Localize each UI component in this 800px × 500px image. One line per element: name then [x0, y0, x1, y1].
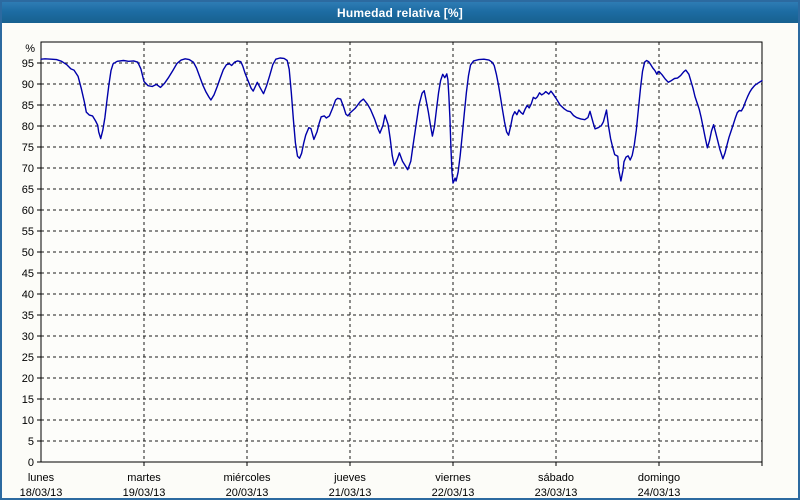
y-tick-label: 65	[22, 184, 34, 196]
y-tick-label: 45	[22, 268, 34, 280]
x-day-name-label: viernes	[435, 472, 471, 484]
x-day-date-label: 18/03/13	[20, 487, 63, 498]
x-day-date-label: 23/03/13	[535, 487, 578, 498]
x-day-name-label: sábado	[538, 472, 574, 484]
y-tick-label: 15	[22, 394, 34, 406]
y-tick-label: 55	[22, 226, 34, 238]
y-tick-label: 5	[28, 436, 34, 448]
y-tick-label: 20	[22, 373, 34, 385]
chart-title: Humedad relativa [%]	[336, 5, 464, 20]
y-tick-label: 95	[22, 58, 34, 70]
y-tick-label: 35	[22, 310, 34, 322]
title-bar: Humedad relativa [%]	[2, 2, 798, 23]
y-tick-label: 90	[22, 79, 34, 91]
y-tick-label: 70	[22, 163, 34, 175]
x-day-date-label: 24/03/13	[638, 487, 681, 498]
y-tick-label: 30	[22, 331, 34, 343]
y-tick-label: 80	[22, 121, 34, 133]
y-tick-label: 40	[22, 289, 34, 301]
x-day-name-label: domingo	[638, 472, 680, 484]
x-day-date-label: 22/03/13	[432, 487, 475, 498]
y-tick-label: 85	[22, 100, 34, 112]
x-day-date-label: 21/03/13	[329, 487, 372, 498]
plot-border	[40, 41, 763, 463]
x-day-date-label: 19/03/13	[123, 487, 166, 498]
y-tick-label: 25	[22, 352, 34, 364]
x-day-name-label: jueves	[333, 472, 366, 484]
plot-svg: 0 5 10 15 20 25 30 35 40 45 50 55 60 65 70 75 80 85 90 95% l…	[20, 41, 763, 498]
chart-area: 0 5 10 15 20 25 30 35 40 45 50 55 60 65 70 75 80 85 90 95% l…	[2, 23, 798, 498]
y-tick-label: 60	[22, 205, 34, 217]
y-tick-label: 10	[22, 415, 34, 427]
y-tick-label: 75	[22, 142, 34, 154]
humidity-line	[40, 57, 763, 184]
x-day-date-label: 20/03/13	[226, 487, 269, 498]
x-day-name-label: lunes	[28, 472, 55, 484]
x-day-name-label: miércoles	[223, 472, 271, 484]
y-tick-label: 50	[22, 247, 34, 259]
x-day-name-label: martes	[127, 472, 161, 484]
y-axis-unit-label: %	[25, 43, 35, 55]
y-tick-label: 0	[28, 457, 34, 469]
